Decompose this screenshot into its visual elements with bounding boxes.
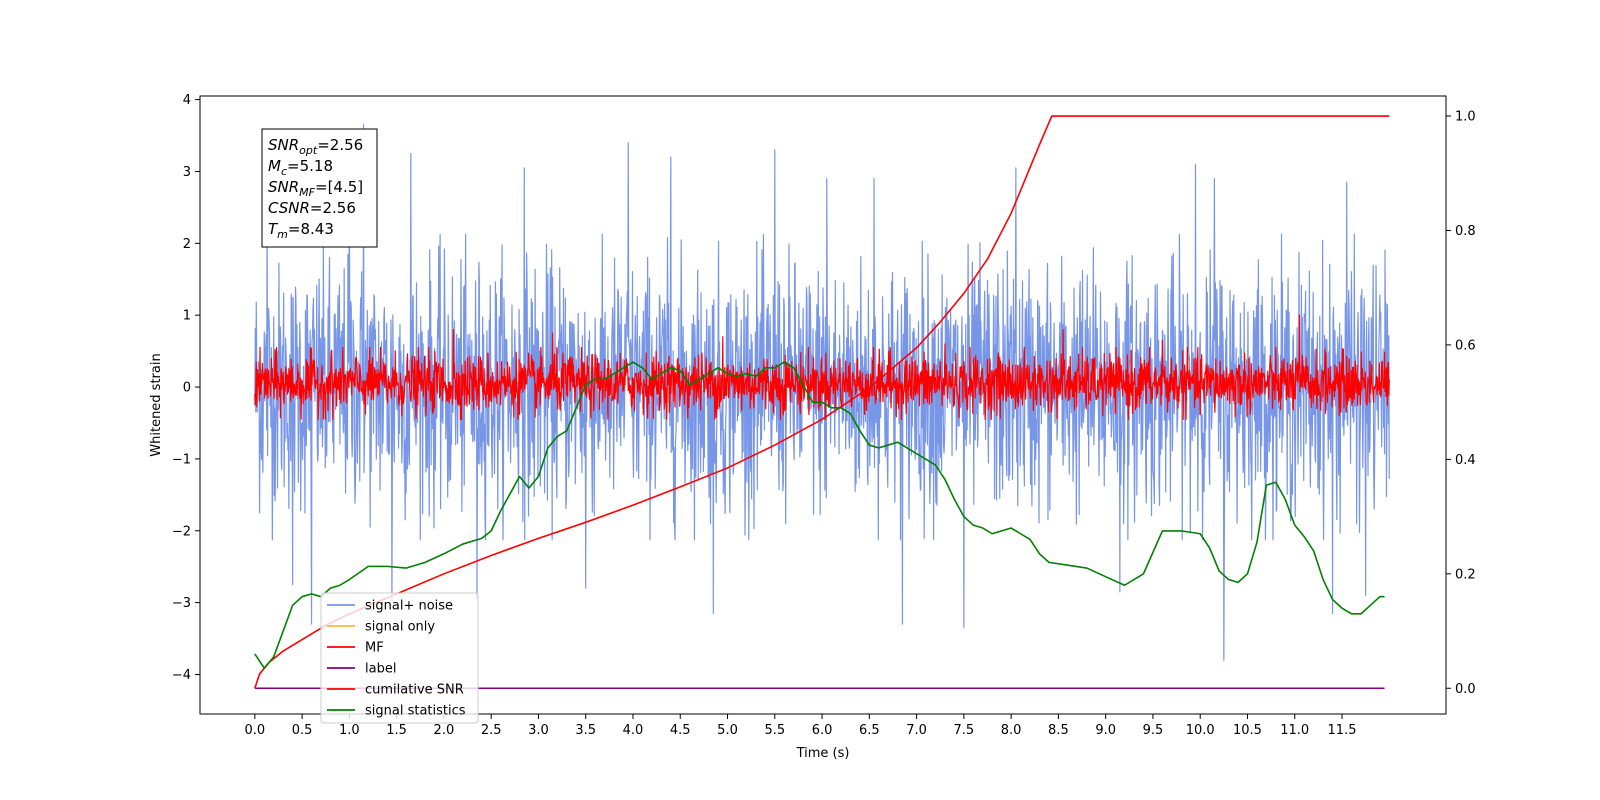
x-tick-label: 0.0 [244, 723, 265, 738]
legend-entry: signal statistics [365, 704, 466, 719]
y-tick-label: −3 [172, 596, 191, 611]
annotation-line: SNRopt=2.56 [268, 136, 363, 157]
y-tick-label: 1 [183, 309, 191, 324]
x-tick-label: 9.5 [1143, 723, 1164, 738]
x-tick-label: 6.0 [812, 723, 833, 738]
annotation-line: Tm=8.43 [268, 220, 334, 241]
annotation-symbol: M [268, 157, 281, 175]
legend-entry: MF [365, 641, 384, 656]
y-tick-label: 4 [183, 93, 191, 108]
y2-tick-label: 1.0 [1455, 110, 1476, 125]
y-tick-label: 0 [183, 381, 191, 396]
plot-frame [199, 95, 1447, 715]
x-tick-label: 3.0 [528, 723, 549, 738]
annotation-value: =2.56 [310, 199, 356, 217]
y-tick-label: −4 [172, 668, 191, 683]
x-tick-label: 2.5 [481, 723, 502, 738]
x-tick-label: 7.0 [906, 723, 927, 738]
annotation-line: SNRMF=[4.5] [268, 178, 363, 199]
annotation-frame [261, 128, 378, 248]
y-axis-right: 0.0 0.2 0.4 0.6 0.8 1.0 [1446, 110, 1476, 697]
y2-tick-label: 0.6 [1455, 338, 1476, 353]
x-tick-label: 10.0 [1186, 723, 1215, 738]
x-tick-label: 11.0 [1280, 723, 1309, 738]
y-tick-label: −2 [172, 524, 191, 539]
x-tick-label: 1.0 [339, 723, 360, 738]
annotation-value: =2.56 [317, 136, 363, 154]
x-tick-label: 4.5 [670, 723, 691, 738]
x-tick-label: 2.0 [434, 723, 455, 738]
x-tick-label: 1.5 [386, 723, 407, 738]
series-line-mf [254, 314, 1390, 420]
x-tick-label: 7.5 [954, 723, 975, 738]
x-tick-label: 8.0 [1001, 723, 1022, 738]
annotation-symbol: T [268, 220, 279, 238]
annotation-box: SNRopt=2.56Mc=5.18SNRMF=[4.5]CSNR=2.56Tm… [261, 128, 378, 248]
legend-entry: signal+ noise [365, 599, 453, 614]
y2-tick-label: 0.0 [1455, 682, 1476, 697]
annotation-subscript: m [277, 228, 288, 241]
x-tick-label: 6.5 [859, 723, 880, 738]
annotation-subscript: MF [299, 186, 315, 199]
annotation-symbol: CSNR [268, 199, 310, 217]
x-tick-label: 11.5 [1328, 723, 1357, 738]
y-axis-left: −4 −3 −2 −1 0 1 2 3 4 [172, 93, 200, 683]
x-tick-label: 9.0 [1095, 723, 1116, 738]
annotation-value: =[4.5] [315, 178, 363, 196]
x-tick-label: 5.0 [717, 723, 738, 738]
legend-frame [320, 592, 479, 724]
annotation-subscript: c [281, 165, 287, 178]
y-axis-label: Whitened strain [149, 353, 164, 456]
y2-tick-label: 0.8 [1455, 224, 1476, 239]
annotation-line: Mc=5.18 [268, 157, 333, 178]
legend-entry: cumilative SNR [365, 683, 464, 698]
x-axis: 0.0 0.5 1.0 1.5 2.0 2.5 3.0 3.5 4.0 4.5 5.0 5.5 6.0 6… [244, 714, 1356, 738]
legend-entry: signal only [365, 620, 435, 635]
y2-tick-label: 0.2 [1455, 567, 1476, 582]
series-line-signal-statistics [254, 361, 1385, 670]
x-tick-label: 4.0 [623, 723, 644, 738]
annotation-symbol: SNR [268, 178, 299, 196]
x-tick-label: 0.5 [292, 723, 313, 738]
x-tick-label: 3.5 [575, 723, 596, 738]
legend: signal+ noise signal only MF label cumilativ… [320, 592, 479, 724]
annotation-value: =5.18 [287, 157, 333, 175]
x-axis-label: Time (s) [796, 746, 850, 761]
x-tick-label: 8.5 [1048, 723, 1069, 738]
legend-entry: label [365, 662, 396, 677]
y2-tick-label: 0.4 [1455, 453, 1476, 468]
y-tick-label: 2 [183, 237, 191, 252]
annotation-value: =8.43 [288, 220, 334, 238]
annotation-subscript: opt [299, 144, 318, 157]
y-tick-label: 3 [183, 165, 191, 180]
x-tick-label: 5.5 [764, 723, 785, 738]
annotation-symbol: SNR [268, 136, 299, 154]
annotation-line: CSNR=2.56 [268, 199, 356, 217]
series-line-signal-noise [254, 124, 1390, 661]
x-tick-label: 10.5 [1233, 723, 1262, 738]
y-tick-label: −1 [172, 452, 191, 467]
